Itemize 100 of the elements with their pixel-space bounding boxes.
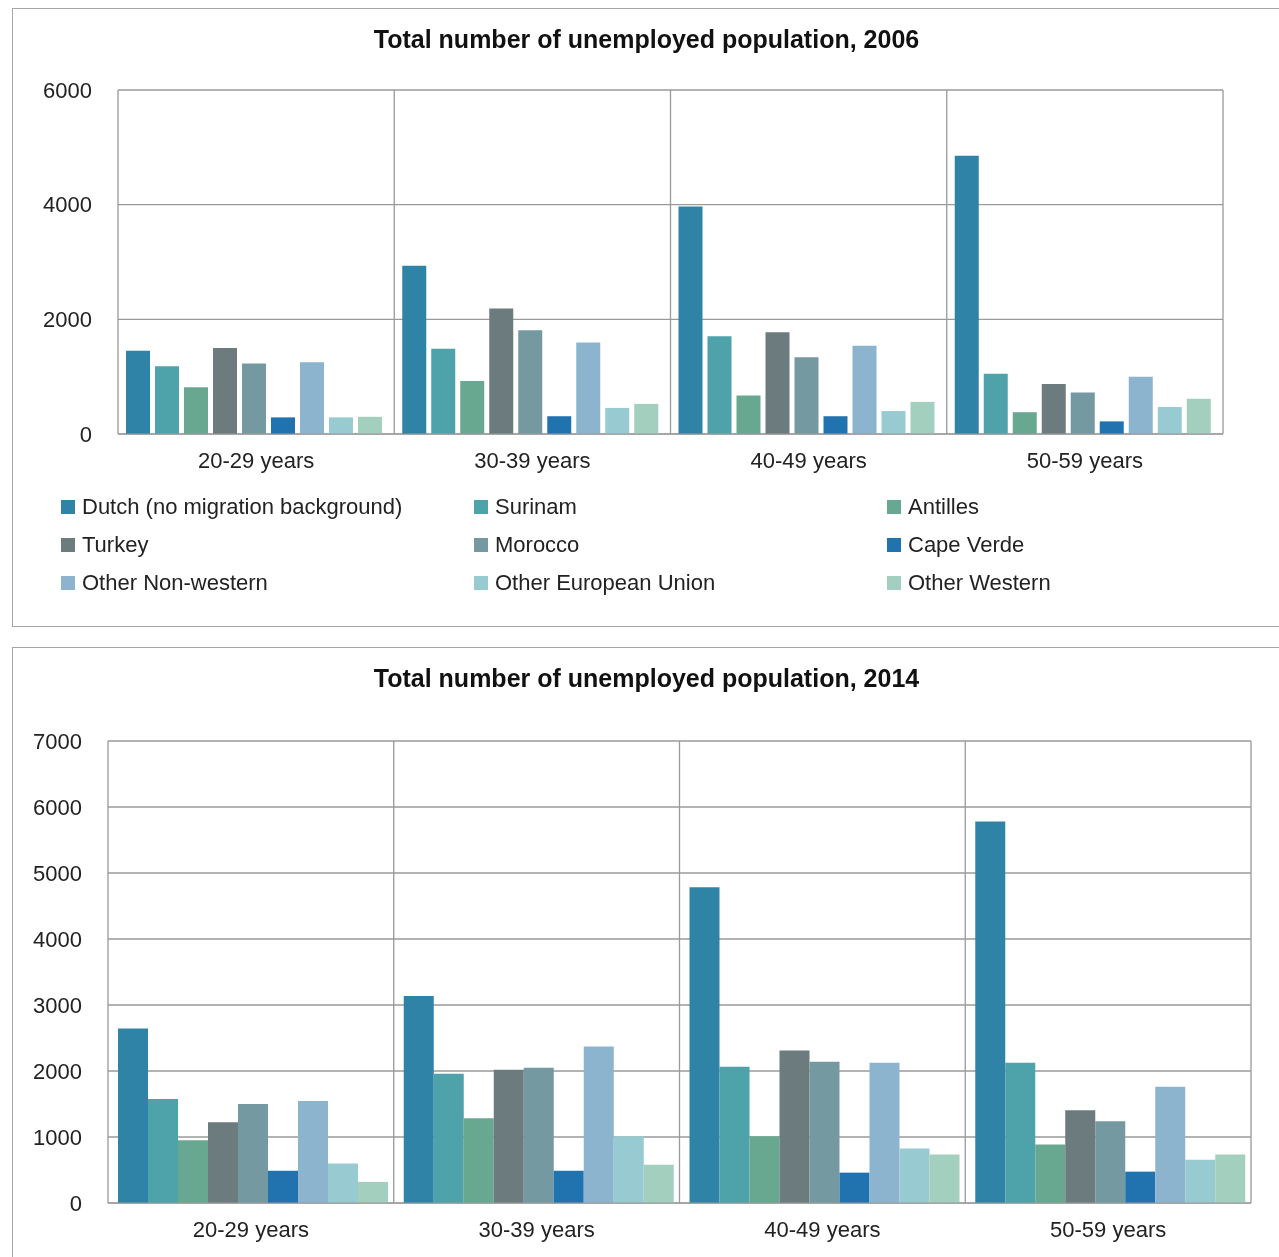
bar [707, 336, 732, 434]
bar [271, 417, 295, 434]
bar [765, 332, 790, 434]
bar [1155, 1086, 1186, 1203]
bar [1128, 376, 1153, 434]
bar [178, 1140, 208, 1203]
legend-label: Surinam [495, 494, 577, 520]
x-tick-label: 20-29 years [198, 447, 315, 473]
bar [518, 330, 543, 434]
bar [433, 1073, 464, 1203]
bar [1065, 1110, 1096, 1203]
bar [493, 1069, 524, 1203]
bar [463, 1118, 494, 1203]
bar [899, 1148, 930, 1203]
y-tick-label: 6000 [33, 794, 82, 820]
bar [1157, 407, 1182, 434]
bar [983, 373, 1008, 434]
bar [929, 1154, 960, 1203]
bar [547, 416, 572, 434]
bar [184, 387, 208, 434]
y-tick-label: 3000 [33, 992, 82, 1018]
bar [553, 1170, 584, 1203]
bar [155, 366, 179, 434]
y-tick-label: 4000 [33, 926, 82, 952]
bar [613, 1136, 644, 1203]
bar [298, 1101, 328, 1203]
bar [576, 342, 601, 434]
bar [1041, 384, 1066, 434]
bar [719, 1066, 750, 1203]
bar [242, 363, 266, 434]
bar [910, 401, 935, 434]
bar [431, 348, 456, 434]
x-tick-label: 40-49 years [764, 1216, 881, 1242]
x-tick-label: 20-29 years [192, 1216, 309, 1242]
x-tick-label: 30-39 years [474, 447, 591, 473]
bar [1070, 392, 1095, 434]
bar [1215, 1154, 1246, 1203]
bar [489, 308, 514, 434]
bar [809, 1061, 840, 1203]
legend-label: Antilles [908, 494, 979, 520]
x-tick-label: 50-59 years [1050, 1216, 1167, 1242]
y-tick-label: 7000 [33, 728, 82, 754]
bar [238, 1104, 268, 1203]
bar [1095, 1121, 1126, 1203]
bar [736, 395, 761, 434]
bar [358, 1181, 388, 1203]
bar [329, 417, 353, 434]
bar [779, 1050, 810, 1203]
legend-label: Other European Union [495, 570, 716, 596]
chart-title: Total number of unemployed population, 2014 [372, 662, 921, 694]
bar [328, 1163, 358, 1203]
bar [643, 1164, 674, 1203]
legend-label: Other Western [908, 570, 1051, 596]
bar [358, 416, 382, 434]
bar [126, 350, 150, 434]
bar [148, 1099, 178, 1203]
y-tick-label: 1000 [33, 1124, 82, 1150]
legend-label: Dutch (no migration background) [82, 494, 403, 520]
bar [268, 1170, 298, 1203]
bar [1012, 412, 1037, 434]
legend-label: Other Non-western [82, 570, 268, 596]
bar [118, 1028, 148, 1203]
legend-label: Cape Verde [908, 532, 1025, 558]
bar [1186, 398, 1211, 434]
y-tick-label: 0 [69, 1190, 82, 1216]
bar [583, 1046, 614, 1203]
bar [689, 887, 720, 1203]
x-tick-label: 50-59 years [1026, 447, 1143, 473]
bar [208, 1122, 238, 1203]
bar [823, 416, 848, 434]
bar [678, 206, 703, 434]
y-tick-label: 2000 [43, 307, 92, 333]
bar [1185, 1159, 1216, 1203]
y-tick-label: 4000 [43, 192, 92, 218]
bar [881, 411, 906, 434]
bar [460, 380, 485, 434]
bar [1005, 1062, 1036, 1203]
bar [300, 362, 324, 434]
bar [869, 1062, 900, 1203]
bar [213, 348, 237, 434]
bar [794, 357, 819, 434]
legend-label: Turkey [82, 532, 149, 558]
bar [1099, 421, 1124, 434]
bar [975, 821, 1006, 1203]
x-tick-label: 40-49 years [750, 447, 867, 473]
bar [1035, 1144, 1066, 1203]
chart-title: Total number of unemployed population, 2006 [372, 23, 921, 55]
bar [954, 155, 979, 434]
bar [839, 1172, 870, 1203]
bar [852, 345, 877, 434]
y-tick-label: 5000 [33, 860, 82, 886]
bar [403, 996, 434, 1203]
y-tick-label: 0 [79, 421, 92, 447]
bar [749, 1136, 780, 1203]
bar [605, 407, 630, 434]
y-tick-label: 6000 [43, 77, 92, 103]
bar [402, 265, 427, 434]
bar [1125, 1171, 1156, 1203]
legend-label: Morocco [495, 532, 580, 558]
bar [634, 403, 659, 434]
